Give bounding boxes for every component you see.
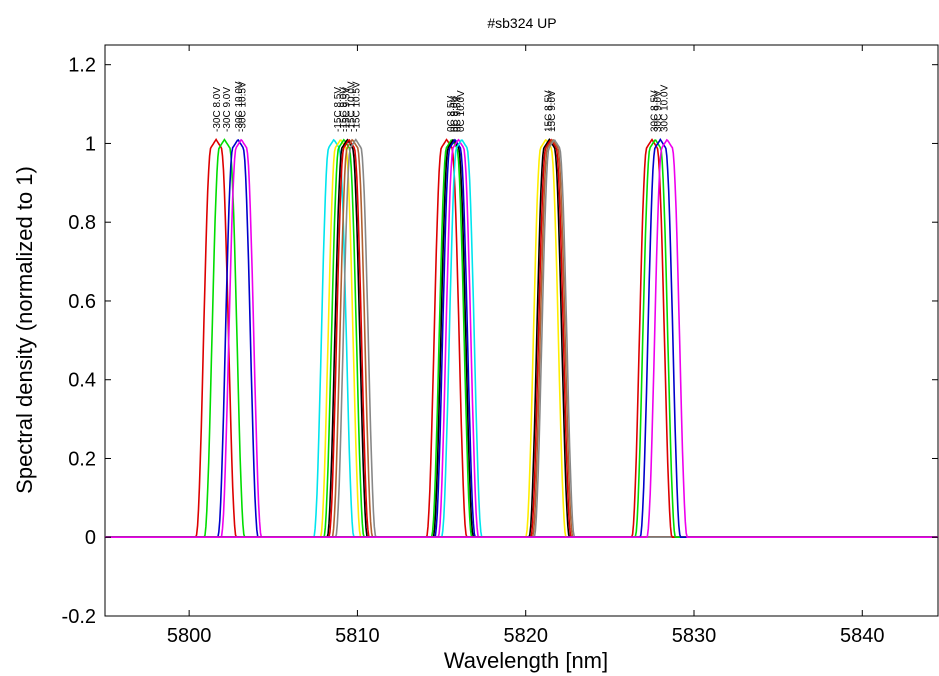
- x-tick-label: 5820: [503, 625, 548, 647]
- peak-label: -15C 9.5V: [342, 87, 353, 132]
- peak-label: -30C 8.0V: [212, 87, 223, 132]
- peak-label: 0C 9.5V: [453, 96, 464, 132]
- y-tick-label: 0.6: [68, 291, 96, 313]
- y-tick-label: 0.8: [68, 212, 96, 234]
- peak-label: -15C 10.5V: [352, 81, 363, 132]
- series-layer: [105, 138, 938, 539]
- peak-label: -15C 8.5V: [333, 87, 344, 132]
- y-axis-label: Spectral density (normalized to 1): [12, 166, 37, 494]
- peak-label: -30C 9.0V: [222, 87, 233, 132]
- x-tick-label: 5810: [335, 625, 380, 647]
- plot-area: [104, 44, 939, 617]
- peak-label: -15C 9.0V: [338, 87, 349, 132]
- y-tick-label: 0.2: [68, 448, 96, 470]
- y-tick-label: 1: [85, 133, 96, 155]
- x-axis-label: Wavelength [nm]: [444, 648, 608, 673]
- y-tick-label: 0: [85, 527, 96, 549]
- x-tick-label: 5800: [167, 625, 212, 647]
- x-tick-label: 5830: [672, 625, 717, 647]
- x-tick-label: 5840: [840, 625, 885, 647]
- peak-label: 30C 9.0V: [653, 90, 664, 132]
- chart-title: #sb324 UP: [487, 15, 556, 31]
- peak-label: 0C 10.0V: [456, 90, 467, 132]
- peak-label: 0C 9.0V: [449, 96, 460, 132]
- y-axis-ticks: -0.2 0 0.2 0.4 0.6 0.8 1 1.2: [62, 55, 938, 628]
- x-axis-ticks: 5800 5810 5820 5830 5840: [167, 45, 885, 647]
- peak-label: -15C 10.0V: [347, 81, 358, 132]
- peak-label: 15C 9.0V: [547, 90, 558, 132]
- peak-label: -30C 10.5V: [237, 81, 248, 132]
- y-tick-label: 1.2: [68, 55, 96, 77]
- peak-label: 30C 8.5V: [650, 90, 661, 132]
- y-tick-label: -0.2: [62, 606, 96, 628]
- y-tick-label: 0.4: [68, 370, 96, 392]
- series-line: [105, 138, 938, 539]
- peak-label: 15C 8.5V: [544, 90, 555, 132]
- peak-label: 30C 10.0V: [660, 84, 671, 132]
- peak-label: 0C 8.5V: [446, 96, 457, 132]
- peak-label: -30C 10.0V: [234, 81, 245, 132]
- peak-label-layer: -30C 8.0V -30C 9.0V -30C 10.0V-30C 10.5V -1…: [212, 81, 671, 132]
